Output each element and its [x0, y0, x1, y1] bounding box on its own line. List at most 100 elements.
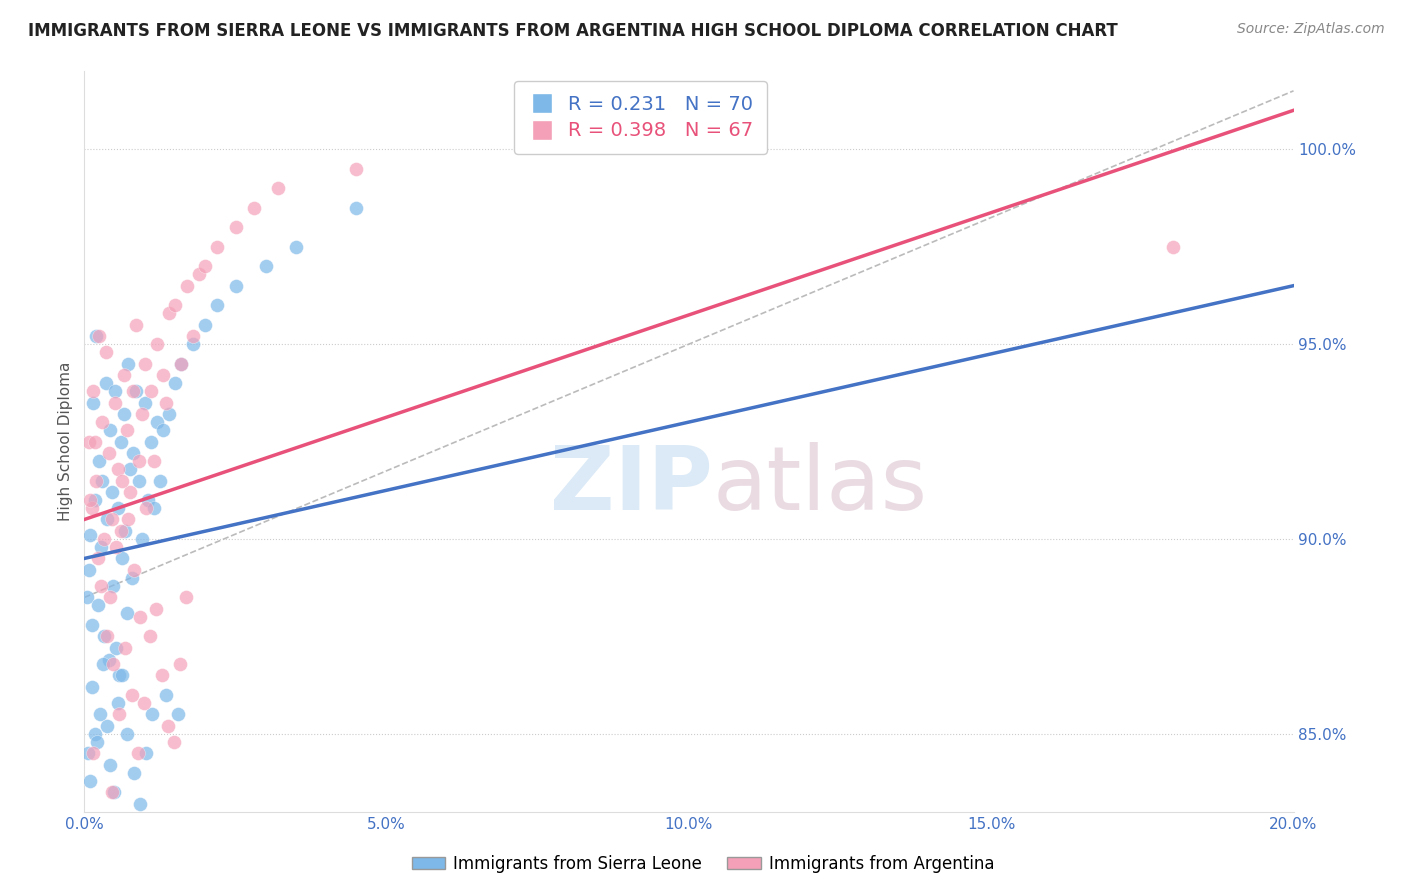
Text: atlas: atlas	[713, 442, 928, 530]
Point	[1161, 240, 1184, 254]
Point	[225, 278, 247, 293]
Point	[94, 376, 117, 390]
Text: ZIP: ZIP	[550, 442, 713, 530]
Point	[194, 259, 217, 273]
Point	[155, 688, 177, 702]
Text: IMMIGRANTS FROM SIERRA LEONE VS IMMIGRANTS FROM ARGENTINA HIGH SCHOOL DIPLOMA CO: IMMIGRANTS FROM SIERRA LEONE VS IMMIGRAN…	[28, 22, 1118, 40]
Point	[107, 696, 129, 710]
Point	[131, 532, 153, 546]
Point	[117, 727, 139, 741]
Point	[82, 395, 104, 409]
Point	[96, 719, 118, 733]
Point	[111, 668, 134, 682]
Point	[146, 415, 169, 429]
Point	[149, 474, 172, 488]
Point	[114, 524, 136, 538]
Point	[152, 423, 174, 437]
Point	[86, 329, 108, 343]
Point	[128, 454, 150, 468]
Point	[139, 434, 162, 449]
Point	[103, 579, 125, 593]
Point	[150, 668, 173, 682]
Point	[83, 727, 105, 741]
Point	[134, 357, 156, 371]
Point	[121, 384, 143, 398]
Point	[267, 181, 290, 195]
Point	[108, 707, 131, 722]
Point	[136, 493, 159, 508]
Point	[146, 337, 169, 351]
Point	[110, 434, 132, 449]
Point	[104, 641, 127, 656]
Point	[157, 407, 180, 421]
Point	[112, 407, 135, 421]
Point	[111, 551, 134, 566]
Point	[141, 707, 163, 722]
Point	[225, 220, 247, 235]
Point	[110, 524, 132, 538]
Point	[90, 540, 112, 554]
Text: Source: ZipAtlas.com: Source: ZipAtlas.com	[1237, 22, 1385, 37]
Point	[207, 240, 229, 254]
Point	[242, 201, 264, 215]
Point	[122, 765, 145, 780]
Point	[125, 384, 148, 398]
Point	[122, 563, 145, 577]
Point	[169, 657, 191, 671]
Point	[107, 500, 129, 515]
Point	[107, 462, 129, 476]
Point	[77, 746, 100, 760]
Point	[103, 785, 125, 799]
Point	[86, 551, 108, 566]
Point	[79, 528, 101, 542]
Point	[89, 454, 111, 468]
Point	[128, 474, 150, 488]
Point	[114, 641, 136, 656]
Point	[100, 512, 122, 526]
Point	[82, 746, 104, 760]
Point	[118, 485, 141, 500]
Point	[91, 474, 114, 488]
Point	[104, 540, 127, 554]
Point	[100, 485, 122, 500]
Point	[115, 423, 138, 437]
Point	[129, 797, 152, 811]
Point	[104, 395, 127, 409]
Point	[91, 415, 114, 429]
Point	[98, 591, 121, 605]
Point	[188, 267, 211, 281]
Point	[139, 384, 162, 398]
Point	[155, 395, 177, 409]
Point	[89, 329, 111, 343]
Point	[174, 591, 197, 605]
Point	[80, 617, 103, 632]
Point	[84, 434, 107, 449]
Point	[157, 306, 180, 320]
Point	[93, 629, 115, 643]
Point	[346, 161, 368, 176]
Y-axis label: High School Diploma: High School Diploma	[58, 362, 73, 521]
Point	[165, 298, 187, 312]
Point	[98, 423, 121, 437]
Point	[125, 318, 148, 332]
Point	[115, 606, 138, 620]
Point	[165, 376, 187, 390]
Point	[170, 357, 193, 371]
Legend: R = 0.231   N = 70, R = 0.398   N = 67: R = 0.231 N = 70, R = 0.398 N = 67	[515, 81, 768, 154]
Point	[134, 395, 156, 409]
Point	[108, 668, 131, 682]
Point	[142, 454, 165, 468]
Point	[76, 591, 98, 605]
Point	[118, 462, 141, 476]
Point	[121, 688, 143, 702]
Point	[145, 602, 167, 616]
Point	[97, 446, 120, 460]
Point	[79, 773, 101, 788]
Point	[86, 734, 108, 748]
Point	[138, 629, 160, 643]
Point	[89, 707, 111, 722]
Point	[176, 278, 198, 293]
Point	[77, 434, 100, 449]
Point	[80, 500, 103, 515]
Point	[93, 532, 115, 546]
